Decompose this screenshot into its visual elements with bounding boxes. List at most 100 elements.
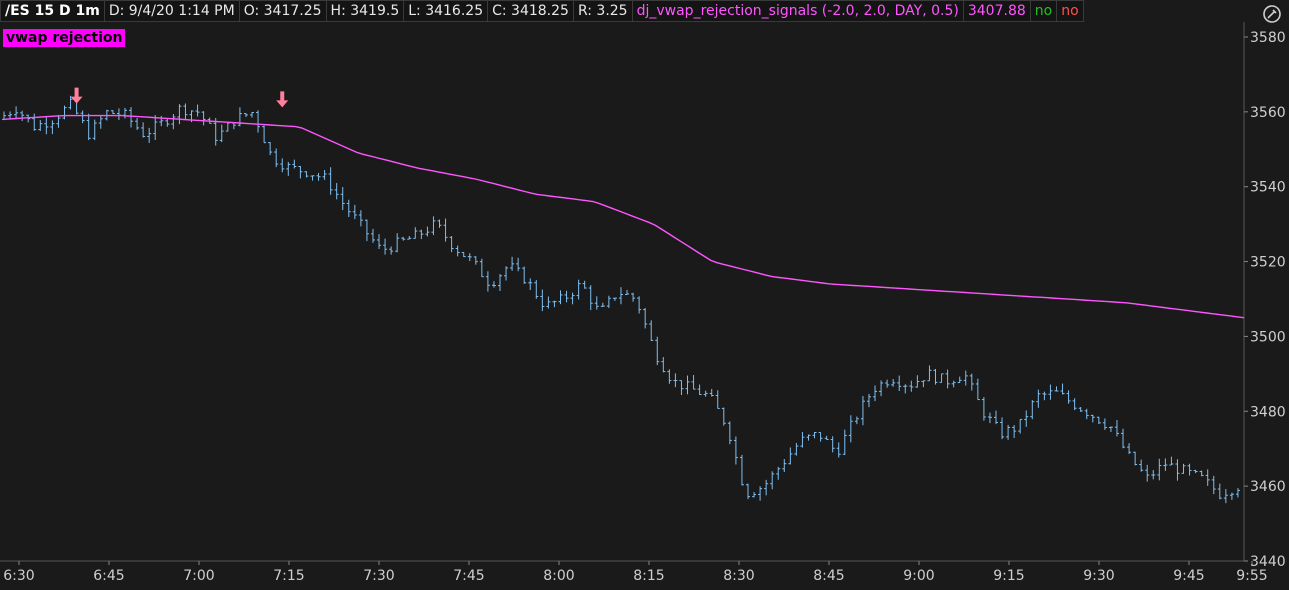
- ohlc-bar: [1048, 384, 1053, 400]
- ohlc-bar: [994, 410, 998, 425]
- vwap-rejection-label: vwap rejection: [3, 29, 126, 47]
- ohlc-bar: [1042, 391, 1047, 401]
- datetime-readout: D: 9/4/20 1:14 PM: [104, 0, 240, 22]
- ohlc-bar: [201, 111, 206, 126]
- ohlc-bar: [733, 436, 738, 465]
- x-tick-label: 6:45: [93, 568, 124, 584]
- ohlc-bar: [739, 454, 744, 486]
- signal-arrows: [70, 87, 289, 108]
- ohlc-bar: [86, 113, 91, 141]
- ohlc-bar: [879, 380, 884, 397]
- vwap-line: [3, 114, 1245, 319]
- x-tick-label: 7:45: [453, 568, 484, 584]
- ohlc-bar: [715, 390, 720, 409]
- ohlc-bar: [262, 125, 267, 144]
- ohlc-bar: [1072, 398, 1077, 411]
- ohlc-bar: [449, 236, 454, 253]
- ohlc-bar: [570, 292, 575, 305]
- ohlc-bar: [673, 373, 678, 388]
- high-readout: H: 3419.5: [326, 0, 405, 22]
- x-tick-label: 7:30: [363, 568, 394, 584]
- ohlc-bar: [842, 429, 847, 455]
- ohlc-bar: [721, 407, 726, 426]
- ohlc-bar: [776, 466, 781, 480]
- ohlc-bar: [552, 300, 557, 308]
- ohlc-bar: [528, 278, 533, 291]
- ohlc-bar: [274, 148, 279, 168]
- symbol-label[interactable]: /ES 15 D 1m: [0, 0, 105, 22]
- ohlc-bar: [618, 287, 623, 305]
- ohlc-bar: [1121, 428, 1126, 449]
- ohlc-bar: [516, 257, 521, 272]
- ohlc-bar: [461, 252, 466, 258]
- ohlc-bar: [219, 124, 224, 143]
- ohlc-bar: [727, 421, 732, 445]
- y-tick-label: 3560: [1250, 105, 1286, 121]
- ohlc-bar: [709, 388, 714, 397]
- ohlc-bar: [425, 226, 430, 237]
- ohlc-bar: [504, 266, 509, 281]
- ohlc-bar: [1012, 425, 1017, 439]
- study-name[interactable]: dj_vwap_rejection_signals (-2.0, 2.0, DA…: [632, 0, 964, 22]
- ohlc-bar: [8, 111, 13, 120]
- ohlc-bar: [1066, 390, 1071, 404]
- ohlc-bar: [250, 111, 254, 118]
- ohlc-bar: [56, 114, 61, 128]
- ohlc-bar: [631, 292, 636, 302]
- ohlc-bar: [1006, 424, 1011, 440]
- x-tick-label: 9:55: [1236, 568, 1267, 584]
- ohlc-bar: [848, 415, 853, 443]
- y-tick-label: 3520: [1250, 255, 1286, 271]
- ohlc-bar: [116, 108, 121, 121]
- ohlc-bar: [171, 114, 176, 130]
- ohlc-bar: [14, 106, 19, 120]
- ohlc-bar: [92, 119, 97, 141]
- low-readout: L: 3416.25: [404, 0, 489, 22]
- ohlc-bar: [268, 141, 273, 156]
- ohlc-bar: [1127, 443, 1132, 455]
- ohlc-bar: [1175, 459, 1180, 481]
- ohlc-bar: [746, 483, 750, 500]
- x-tick-label: 8:30: [723, 568, 754, 584]
- ohlc-bar: [866, 393, 871, 408]
- ohlc-bar: [782, 459, 787, 473]
- ohlc-bar: [443, 218, 448, 242]
- ohlc-bar: [352, 204, 357, 220]
- ohlc-bar: [987, 412, 992, 424]
- ohlc-bars: [2, 95, 1240, 504]
- ohlc-bar: [1151, 470, 1156, 480]
- ohlc-bar: [485, 271, 490, 292]
- settings-icon[interactable]: [1261, 3, 1283, 25]
- x-tick-label: 9:45: [1173, 568, 1204, 584]
- ohlc-bar: [1169, 456, 1174, 466]
- ohlc-bar: [897, 375, 902, 392]
- ohlc-bar: [141, 122, 146, 138]
- ohlc-bar: [606, 295, 611, 308]
- ohlc-bar: [939, 373, 944, 383]
- ohlc-bar: [909, 380, 914, 392]
- ohlc-bar: [534, 280, 539, 299]
- ohlc-bar: [951, 380, 956, 388]
- ohlc-bar: [1000, 417, 1005, 440]
- ohlc-bar: [135, 117, 140, 130]
- ohlc-bar: [377, 234, 382, 249]
- down-arrow-icon: [276, 91, 289, 108]
- ohlc-bar: [1084, 408, 1089, 420]
- ohlc-bar: [413, 227, 418, 239]
- ohlc-bar: [1229, 492, 1234, 500]
- ohlc-bar: [1193, 469, 1198, 474]
- ohlc-bar: [812, 431, 817, 439]
- ohlc-bar: [891, 378, 896, 387]
- x-axis-labels: 6:30 6:45 7:00 7:15 7:30 7:45 8:00 8:15 8:30 8:45…: [3, 561, 1268, 584]
- ohlc-bar: [522, 266, 527, 284]
- ohlc-bar: [588, 285, 593, 311]
- y-tick-label: 3480: [1250, 404, 1286, 420]
- ohlc-bar: [818, 431, 823, 442]
- ohlc-bar: [346, 199, 351, 217]
- study-header-bar: /ES 15 D 1m D: 9/4/20 1:14 PM O: 3417.25…: [0, 0, 1084, 22]
- ohlc-bar: [407, 236, 412, 240]
- study-value: 3407.88: [963, 0, 1031, 22]
- x-tick-label: 7:15: [273, 568, 304, 584]
- ohlc-bar: [921, 380, 926, 388]
